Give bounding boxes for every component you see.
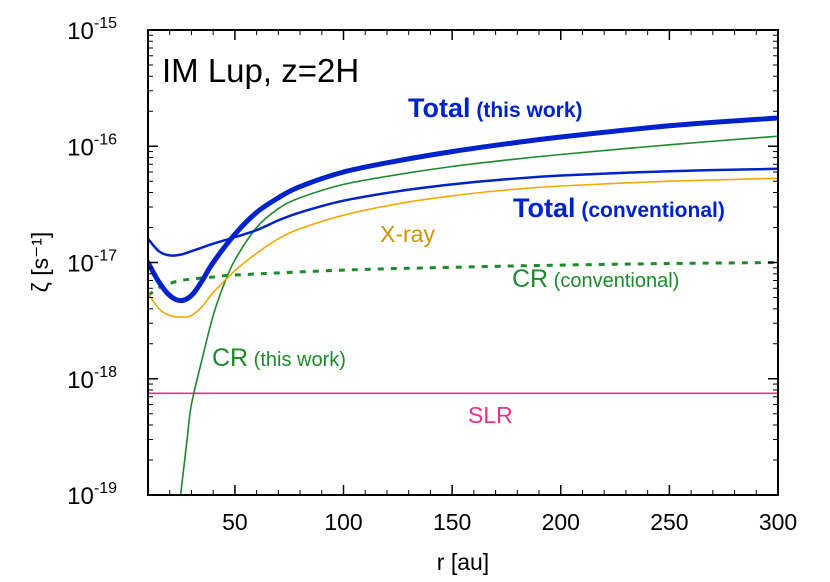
label-cr-conventional-sub: (conventional) bbox=[548, 270, 679, 292]
label-xray: X-ray bbox=[380, 221, 435, 247]
x-tick-label: 300 bbox=[759, 509, 797, 535]
series-line-cr-conventional bbox=[148, 261, 778, 297]
x-tick-label: 200 bbox=[542, 509, 580, 535]
label-total-conventional: Total (conventional) bbox=[513, 193, 725, 223]
y-tick-label: 10-17 bbox=[67, 248, 117, 278]
label-total-this-work-sub: (this work) bbox=[471, 99, 583, 122]
series-layer bbox=[148, 115, 778, 495]
x-tick-label: 50 bbox=[222, 509, 248, 535]
series-line-x-ray bbox=[148, 177, 778, 318]
label-total-this-work-main: Total bbox=[408, 93, 471, 123]
x-tick-label: 250 bbox=[650, 509, 688, 535]
chart-title: IM Lup, z=2H bbox=[162, 52, 359, 89]
y-axis-label: ζ [s⁻¹] bbox=[27, 232, 53, 293]
series-line-cr-this-work bbox=[179, 135, 778, 495]
label-cr-this-work: CR (this work) bbox=[212, 344, 346, 372]
label-cr-conventional-main: CR bbox=[512, 265, 548, 293]
x-axis-label: r [au] bbox=[437, 549, 489, 575]
series-line-total-conventional bbox=[148, 167, 778, 257]
y-tick-label: 10-19 bbox=[67, 480, 117, 510]
label-slr: SLR bbox=[468, 402, 513, 428]
label-total-conventional-sub: (conventional) bbox=[576, 199, 725, 222]
label-total-conventional-main: Total bbox=[513, 193, 576, 223]
tick-layer: 50 100 150 200 250 300 10-19 10-18 10-17 10-16 10-… bbox=[67, 15, 797, 535]
label-cr-conventional: CR (conventional) bbox=[512, 265, 679, 293]
label-total-this-work: Total (this work) bbox=[408, 93, 583, 123]
x-tick-label: 100 bbox=[324, 509, 362, 535]
x-tick-label: 150 bbox=[433, 509, 471, 535]
series-line-total-this-work bbox=[148, 115, 778, 304]
y-tick-label: 10-16 bbox=[67, 131, 117, 161]
y-tick-label: 10-15 bbox=[67, 15, 117, 45]
label-cr-this-work-main: CR bbox=[212, 344, 248, 372]
label-cr-this-work-sub: (this work) bbox=[248, 349, 346, 371]
y-tick-label: 10-18 bbox=[67, 364, 117, 394]
